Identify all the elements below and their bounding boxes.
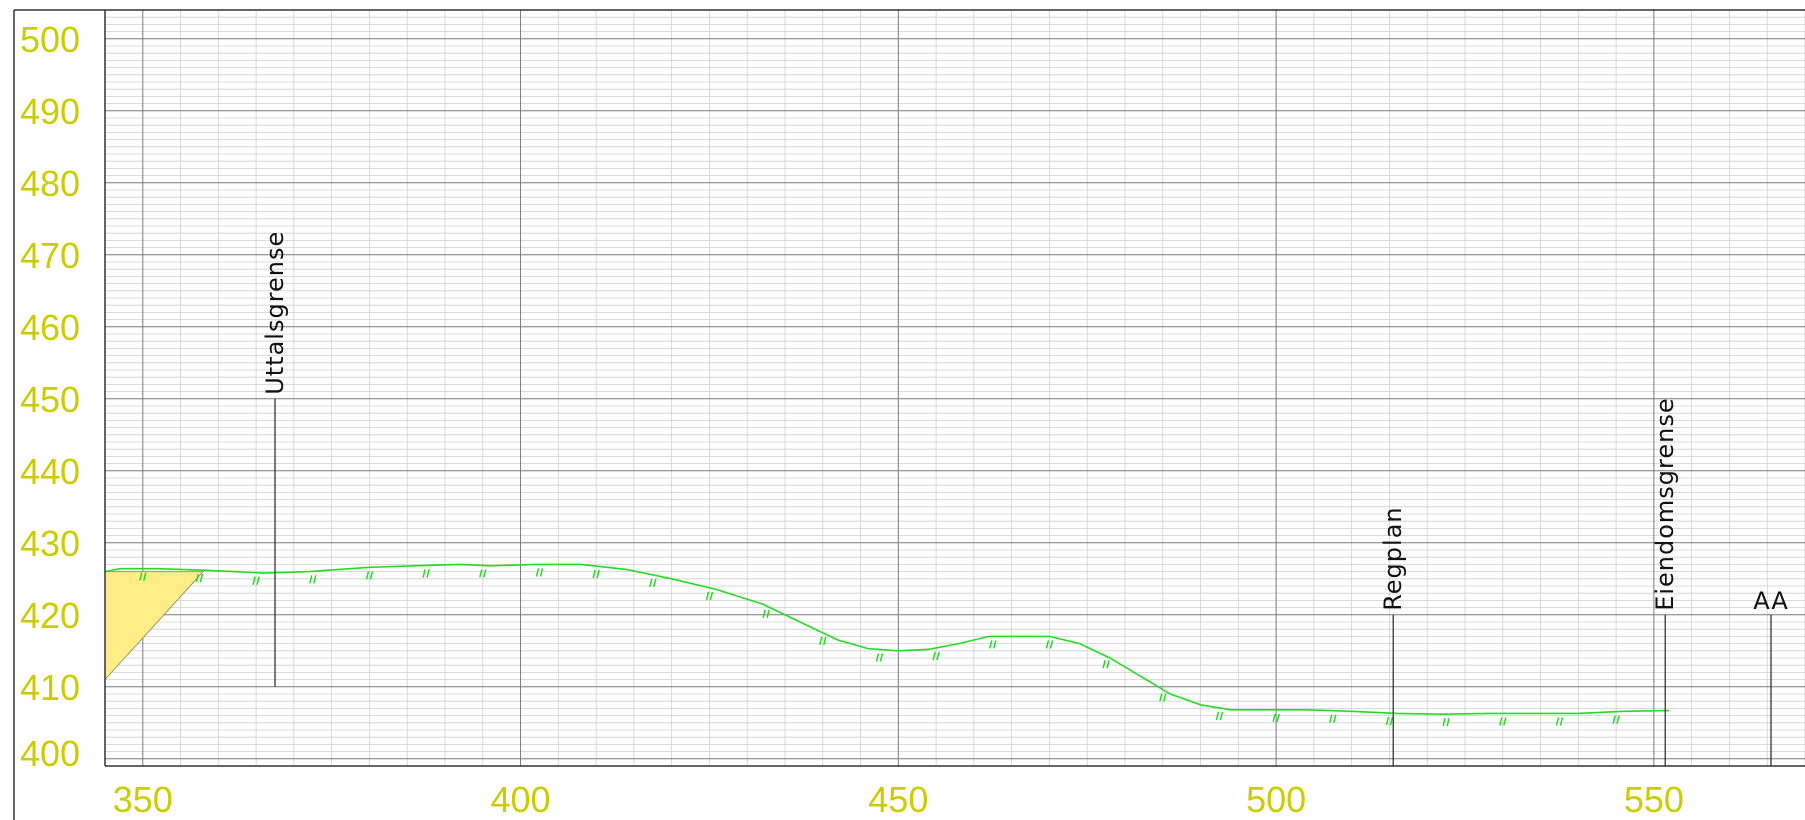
x-tick-label: 400 (491, 779, 551, 820)
y-tick-label: 400 (20, 733, 80, 774)
y-tick-label: 430 (20, 523, 80, 564)
hatch-mark (989, 640, 997, 649)
hatch-mark (932, 651, 940, 661)
y-tick-label: 440 (20, 451, 80, 492)
hatch-mark (1442, 717, 1450, 727)
series-layer (104, 563, 1670, 727)
series-line (104, 563, 1670, 715)
hatch-mark (195, 573, 204, 583)
hatch-mark (252, 576, 260, 585)
x-tick-labels: 350 400 450 500 550 (113, 779, 1684, 820)
y-tick-labels: 400 410 420 430 440 450 460 470 480 490 500 (20, 19, 80, 774)
hatch-mark (309, 575, 317, 584)
hatch-mark (1499, 717, 1507, 726)
marker-aa: AA (1753, 587, 1789, 766)
hatch-mark (139, 572, 147, 581)
hatch-mark (1159, 693, 1167, 702)
hatch-mark (1612, 715, 1620, 724)
hatch-mark (479, 569, 487, 578)
y-tick-label: 410 (20, 667, 80, 708)
x-tick-label: 450 (868, 779, 928, 820)
hatch-mark (819, 636, 827, 645)
grid-major (105, 10, 1805, 766)
y-tick-label: 500 (20, 19, 80, 60)
marker-regplan: Regplan (1379, 506, 1407, 766)
marker-label: Regplan (1379, 506, 1407, 610)
y-tick-label: 420 (20, 595, 80, 636)
y-tick-label: 480 (20, 163, 80, 204)
fill-region (104, 571, 205, 681)
marker-uttalsgrense: Uttalsgrense (261, 231, 289, 687)
hatch-mark (705, 591, 714, 600)
hatch-mark (649, 578, 657, 588)
hatch-mark (365, 571, 374, 580)
y-tick-label: 470 (20, 235, 80, 276)
hatch-mark (1555, 717, 1564, 726)
hatch-mark (422, 569, 430, 578)
hatch-mark (1045, 640, 1054, 649)
hatch-mark (535, 568, 544, 577)
y-tick-label: 460 (20, 307, 80, 348)
marker-eiendomsgrense: Eiendomsgrense (1651, 397, 1679, 766)
hatch-mark (875, 653, 884, 662)
hatch-mark (592, 569, 600, 579)
hatch-mark (1215, 711, 1224, 721)
hatch-mark (1329, 714, 1337, 723)
hatch-mark (1385, 716, 1394, 726)
hatch-mark (1272, 713, 1280, 723)
y-tick-label: 450 (20, 379, 80, 420)
x-tick-label: 350 (113, 779, 173, 820)
y-tick-label: 490 (20, 91, 80, 132)
marker-label: Uttalsgrense (261, 231, 289, 395)
hatch-mark (1102, 660, 1110, 669)
fill-layer (104, 571, 205, 681)
x-tick-label: 500 (1246, 779, 1306, 820)
hatch-mark (762, 609, 770, 618)
x-tick-label: 550 (1624, 779, 1684, 820)
marker-label: Eiendomsgrense (1651, 397, 1679, 610)
grid-minor (104, 9, 1805, 767)
axes-layer (13, 9, 1805, 820)
marker-layer: Uttalsgrense Regplan Eiendomsgrense AA (261, 231, 1789, 766)
marker-label: AA (1753, 587, 1789, 615)
